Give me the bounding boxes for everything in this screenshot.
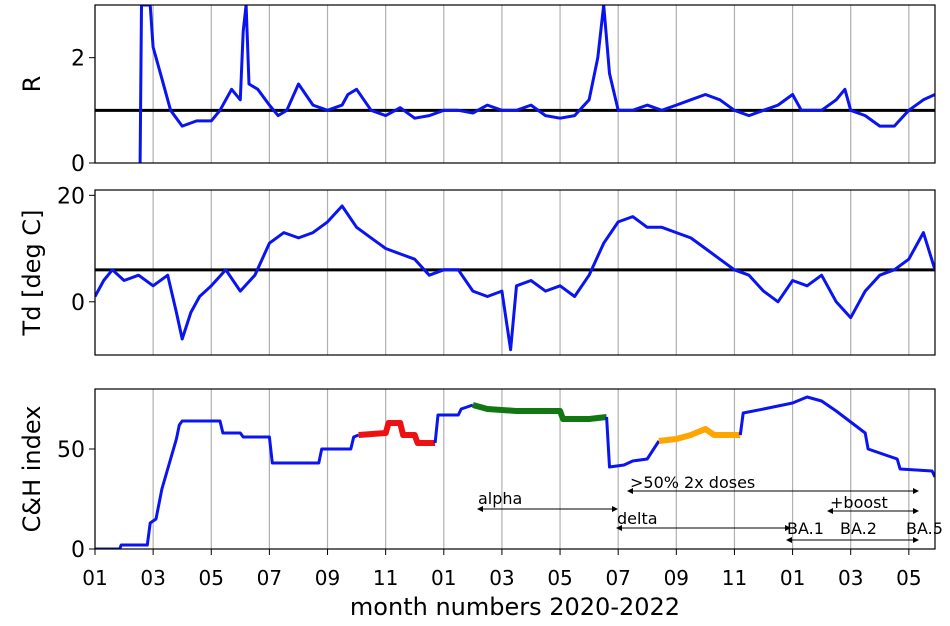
annotation: +boost — [830, 493, 888, 512]
annotations: alpha delta >50% 2x doses +boost BA.1 BA… — [477, 473, 943, 543]
y-tick-label: 20 — [57, 184, 85, 209]
x-tick-label: 05 — [547, 566, 572, 590]
x-tick-label: 03 — [140, 566, 165, 590]
y-tick-label: 0 — [71, 152, 85, 177]
annotation: >50% 2x doses — [630, 473, 755, 492]
y-axis-label: Td [deg C] — [18, 210, 46, 337]
y-axis-label: C&H index — [18, 406, 46, 533]
plot-frame — [94, 4, 936, 164]
x-tick-label: 05 — [896, 566, 921, 590]
y-tick-label: 0 — [71, 538, 85, 563]
y-tick-label: 0 — [71, 291, 85, 316]
x-tick-label: 09 — [664, 566, 689, 590]
x-tick-label: 07 — [257, 566, 282, 590]
x-tick-label: 03 — [489, 566, 514, 590]
x-tick-label: 11 — [722, 566, 747, 590]
panel: 0 2 R — [18, 4, 936, 177]
y-tick-label: 2 — [71, 47, 85, 72]
data-line — [95, 419, 360, 549]
data-line — [605, 416, 661, 469]
data-line — [658, 426, 741, 444]
x-tick-label: 01 — [82, 566, 107, 590]
plot-frame — [94, 388, 936, 550]
x-tick-label: 07 — [605, 566, 630, 590]
y-axis-label: R — [18, 76, 46, 93]
data-line — [738, 395, 935, 478]
data-line — [138, 5, 935, 163]
x-tick-label: 05 — [199, 566, 224, 590]
plot-frame — [94, 189, 936, 356]
x-tick-label: 01 — [431, 566, 456, 590]
data-line — [433, 403, 474, 444]
data-line — [472, 402, 607, 422]
y-tick-label: 50 — [57, 438, 85, 463]
x-tick-label: 09 — [315, 566, 340, 590]
data-line — [95, 204, 935, 352]
x-tick-label: 03 — [838, 566, 863, 590]
x-axis-label: month numbers 2020-2022 — [350, 593, 680, 621]
annotation: alpha — [478, 489, 522, 508]
annotation: BA.5 — [906, 519, 943, 538]
data-line — [358, 420, 436, 446]
annotation: BA.2 — [840, 519, 877, 538]
panel: 0 20 Td [deg C] — [18, 184, 936, 356]
x-tick-label: 11 — [373, 566, 398, 590]
panel: 01 03 05 07 09 11 01 03 05 07 09 11 01 03 05 0 50 C&H ind… — [18, 388, 936, 621]
x-tick-label: 01 — [780, 566, 805, 590]
annotation: delta — [617, 509, 658, 528]
annotation: BA.1 — [787, 519, 824, 538]
